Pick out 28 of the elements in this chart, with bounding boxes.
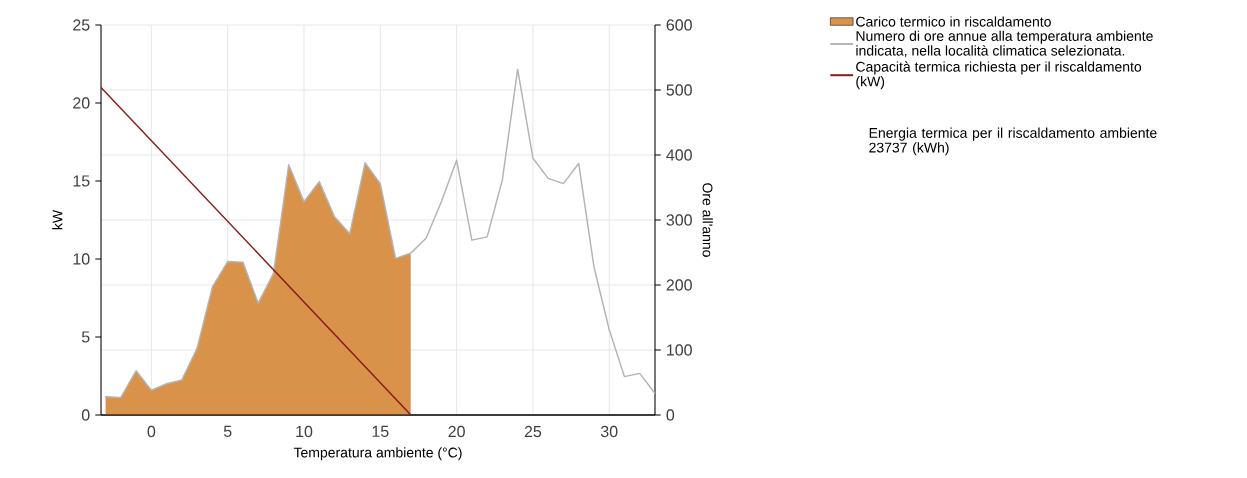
y-tick-label: 15 [73,175,90,187]
y2-tick-label: 200 [666,279,692,291]
line-series [104,68,655,399]
y-tick-label: 10 [73,253,90,265]
x-tick-label: 0 [147,425,156,438]
x-axis-title: Temperatura ambiente (°C) [293,447,462,461]
x-tick-label: 20 [448,425,465,438]
y2-axis-title: Ore all'anno [702,183,713,257]
x-tick-label: 25 [524,425,542,438]
x-tick-label: 10 [296,425,313,438]
y-axis-title: kW [52,209,63,230]
legend-label: Capacità termica richiesta per il riscaldamento (kW) [856,61,1142,90]
x-tick-label: 30 [600,425,618,438]
y2-tick-label: 100 [667,344,692,356]
text: Energia termica per il riscaldamento ambiente 23737 (kWh) [869,127,1157,156]
x-tick-label: 15 [372,425,389,437]
legend-label: Numero di ore annue alla temperatura ambiente indicata, nella località climatica selezionata. [856,30,1153,58]
y2-tick-label: 600 [666,19,692,31]
y2-tick-label: 400 [666,149,692,161]
legend-label: Carico termico in riscaldamento [856,16,1051,27]
y2-tick-label: 500 [666,84,692,96]
y-tick-label: 5 [81,331,90,343]
y-tick-label: 0 [81,409,90,421]
y2-tick-label: 300 [666,214,692,226]
x-tick-label: 5 [223,425,232,437]
y2-tick-label: 0 [666,409,675,421]
y-tick-label: 20 [73,97,90,109]
y-tick-label: 25 [73,19,90,31]
